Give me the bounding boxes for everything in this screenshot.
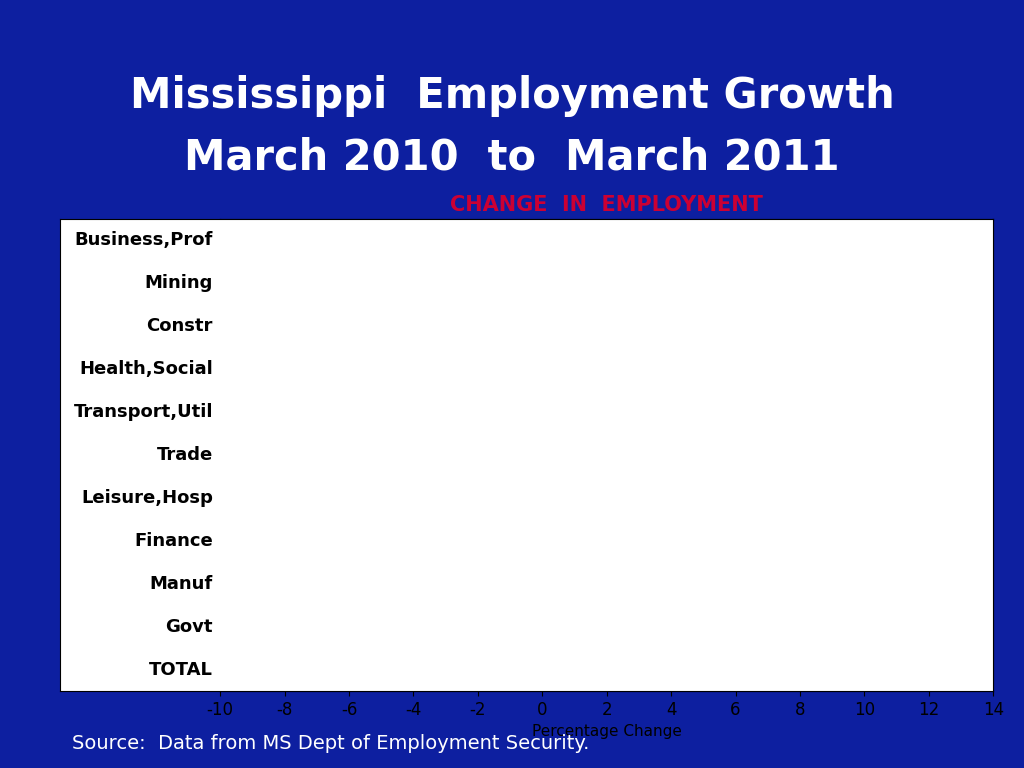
- Text: 3.6: 3.6: [664, 274, 689, 293]
- Text: -1.7: -1.7: [451, 575, 482, 593]
- X-axis label: Percentage Change: Percentage Change: [531, 724, 682, 740]
- Text: 1.5: 1.5: [595, 403, 622, 421]
- Bar: [490, 527, 543, 554]
- Bar: [543, 484, 552, 512]
- Bar: [468, 613, 543, 641]
- Text: Manuf: Manuf: [150, 575, 213, 593]
- Text: Trade: Trade: [157, 446, 213, 464]
- Bar: [543, 656, 568, 684]
- Text: March 2010  to  March 2011: March 2010 to March 2011: [184, 137, 840, 178]
- Text: Finance: Finance: [134, 532, 213, 550]
- Text: Health,Social: Health,Social: [79, 360, 213, 378]
- Text: Constr: Constr: [146, 317, 213, 335]
- Bar: [543, 227, 893, 254]
- Text: Business,Prof: Business,Prof: [75, 231, 213, 250]
- Text: 0.3: 0.3: [557, 489, 583, 507]
- Text: 2.8: 2.8: [637, 360, 664, 378]
- Text: Mississippi  Employment Growth: Mississippi Employment Growth: [130, 75, 894, 117]
- Bar: [543, 313, 658, 340]
- Bar: [487, 570, 543, 598]
- Text: 1: 1: [580, 446, 590, 464]
- Title: CHANGE  IN  EMPLOYMENT: CHANGE IN EMPLOYMENT: [451, 194, 763, 214]
- Text: Transport,Util: Transport,Util: [74, 403, 213, 421]
- Text: TOTAL: TOTAL: [150, 660, 213, 679]
- Text: Mining: Mining: [144, 274, 213, 293]
- Bar: [543, 398, 591, 426]
- Text: 0.8: 0.8: [572, 660, 599, 679]
- Bar: [543, 356, 633, 383]
- Text: 3.6: 3.6: [664, 317, 689, 335]
- Text: -1.6: -1.6: [454, 532, 486, 550]
- Bar: [543, 441, 574, 469]
- Text: Leisure,Hosp: Leisure,Hosp: [81, 489, 213, 507]
- Bar: [543, 270, 658, 297]
- Text: 10.9: 10.9: [898, 231, 935, 250]
- Text: Source:  Data from MS Dept of Employment Security.: Source: Data from MS Dept of Employment …: [72, 734, 589, 753]
- Text: -2.3: -2.3: [431, 617, 464, 636]
- Text: Govt: Govt: [166, 617, 213, 636]
